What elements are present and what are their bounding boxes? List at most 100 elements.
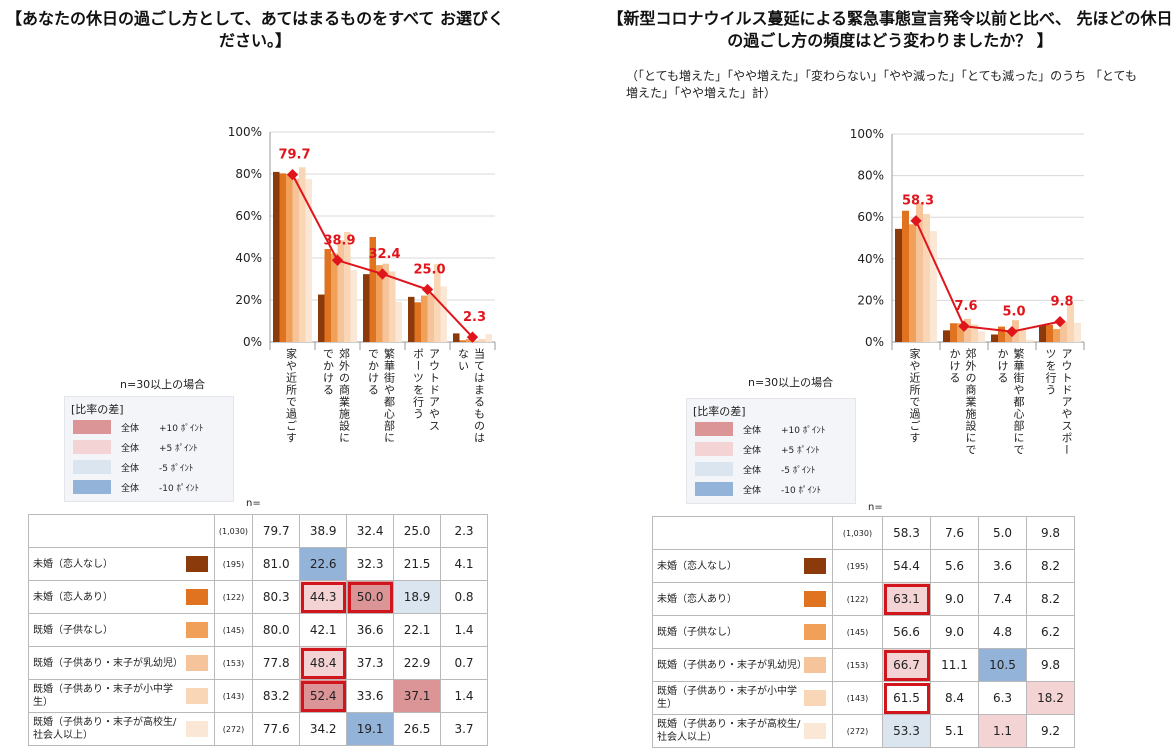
table-cell: 37.1	[393, 679, 442, 713]
table-cell: 48.4	[299, 646, 348, 680]
sample-note: n=30以上の場合	[748, 376, 834, 389]
y-tick-label: 20%	[857, 293, 884, 307]
table-cell: 56.6	[882, 615, 931, 649]
series-name: 未婚（恋人あり）	[657, 593, 737, 605]
category-label: でかける	[321, 348, 335, 396]
category-label: かける	[996, 348, 1009, 384]
series-swatch	[185, 721, 208, 737]
y-tick-label: 60%	[235, 209, 262, 223]
table-cell: 54.4	[882, 549, 931, 583]
data-label: 9.8	[1050, 295, 1073, 310]
table-cell: 63.1	[882, 582, 931, 616]
table-cell: 34.2	[299, 712, 348, 746]
chart-subtitle: （「とても増えた」「やや増えた」「変わらない」「やや減った」「とても減った」のう…	[626, 69, 1137, 100]
bar	[292, 178, 299, 342]
legend-key: 全体	[743, 486, 762, 496]
series-swatch	[804, 591, 826, 607]
bar	[1046, 324, 1053, 342]
row-label: 未婚（恋人あり）	[652, 582, 833, 616]
table-cell: 36.6	[346, 613, 395, 647]
legend-swatch	[73, 420, 111, 434]
bar	[472, 340, 479, 342]
y-tick-label: 80%	[235, 167, 262, 181]
row-n: (272)	[213, 712, 254, 746]
row-n: (122)	[832, 582, 883, 616]
table-cell: 9.2	[1026, 714, 1075, 748]
total-point	[958, 320, 970, 332]
table-cell: 9.8	[1026, 648, 1075, 682]
series-name: 既婚（子供あり・末子が小中学生）	[657, 686, 797, 710]
table-cell: 22.1	[393, 613, 442, 647]
series-name: 既婚（子供あり・末子が小中学生）	[33, 684, 173, 708]
table-cell: 25.0	[393, 514, 442, 548]
table-cell: 77.6	[252, 712, 301, 746]
table-cell: 7.6	[930, 516, 979, 550]
bar	[930, 231, 937, 342]
category-label: 郊外の商業施設に	[337, 348, 351, 444]
row-label	[652, 516, 833, 550]
series-swatch	[185, 556, 208, 572]
data-label: 5.0	[1002, 305, 1025, 320]
bar	[421, 295, 428, 342]
row-label: 既婚（子供あり・末子が高校生/社会人以上）	[28, 712, 215, 746]
bar	[1074, 322, 1081, 342]
y-tick-label: 20%	[235, 293, 262, 307]
series-swatch	[185, 622, 208, 638]
table-row: 既婚（子供なし） (145) 80.0 42.1 36.6 22.1 1.4	[28, 613, 488, 647]
table-row-total: (1,030) 58.3 7.6 5.0 9.8	[652, 516, 1075, 550]
table-cell: 22.9	[393, 646, 442, 680]
table-cell: 77.8	[252, 646, 301, 680]
bar	[286, 174, 293, 342]
legend-value: -5 ﾎﾟｲﾝﾄ	[159, 464, 194, 474]
bar	[414, 302, 421, 342]
legend-item: 全体 -10 ﾎﾟｲﾝﾄ	[695, 481, 845, 497]
table-cell: 58.3	[882, 516, 931, 550]
y-tick-label: 100%	[850, 127, 884, 141]
bar	[971, 324, 978, 342]
bar	[382, 263, 389, 342]
data-label: 2.3	[463, 310, 486, 325]
legend-title: [比率の差]	[71, 403, 124, 416]
legend-key: 全体	[121, 484, 140, 494]
bar	[479, 339, 486, 342]
chart-title: 【あなたの休日の過ごし方として、あてはまるものをすべて お選びください。】	[6, 9, 504, 50]
table-cell: 8.2	[1026, 582, 1075, 616]
table-cell: 6.2	[1026, 615, 1075, 649]
data-label: 32.4	[368, 247, 400, 262]
legend-value: +5 ﾎﾟｲﾝﾄ	[159, 444, 198, 454]
category-label: 繁華街や都心部にで	[1012, 348, 1025, 456]
row-label: 既婚（子供あり・末子が乳幼児）	[652, 648, 833, 682]
table-cell: 26.5	[393, 712, 442, 746]
table-cell: 38.9	[299, 514, 348, 548]
data-label: 58.3	[902, 194, 934, 209]
table-cell: 19.1	[346, 712, 395, 746]
table-cell: 37.3	[346, 646, 395, 680]
bar	[389, 271, 396, 342]
row-label: 既婚（子供あり・末子が乳幼児）	[28, 646, 215, 680]
table-cell: 1.4	[440, 613, 488, 647]
legend-item: 全体 +10 ﾎﾟｲﾝﾄ	[73, 419, 223, 435]
bar	[943, 330, 950, 342]
series-swatch	[804, 690, 826, 706]
table-cell: 42.1	[299, 613, 348, 647]
table-cell: 7.4	[978, 582, 1027, 616]
table-row: 既婚（子供あり・末子が高校生/社会人以上） (272) 77.6 34.2 19.1 26…	[28, 712, 488, 746]
table-row-total: (1,030) 79.7 38.9 32.4 25.0 2.3	[28, 514, 488, 548]
bar	[909, 224, 916, 342]
bar	[427, 293, 434, 342]
row-n: (145)	[213, 613, 254, 647]
series-swatch	[185, 655, 208, 671]
total-point	[910, 215, 922, 227]
table-cell: 8.4	[930, 681, 979, 715]
bar	[350, 270, 357, 342]
total-point	[376, 268, 389, 280]
series-swatch	[804, 657, 826, 673]
table-cell: 2.3	[440, 514, 488, 548]
series-swatch	[185, 589, 208, 605]
bar	[466, 339, 473, 342]
row-n: (1,030)	[832, 516, 883, 550]
total-point	[286, 168, 299, 181]
legend-key: 全体	[743, 466, 762, 476]
legend-key: 全体	[743, 426, 762, 436]
bar	[459, 340, 466, 342]
